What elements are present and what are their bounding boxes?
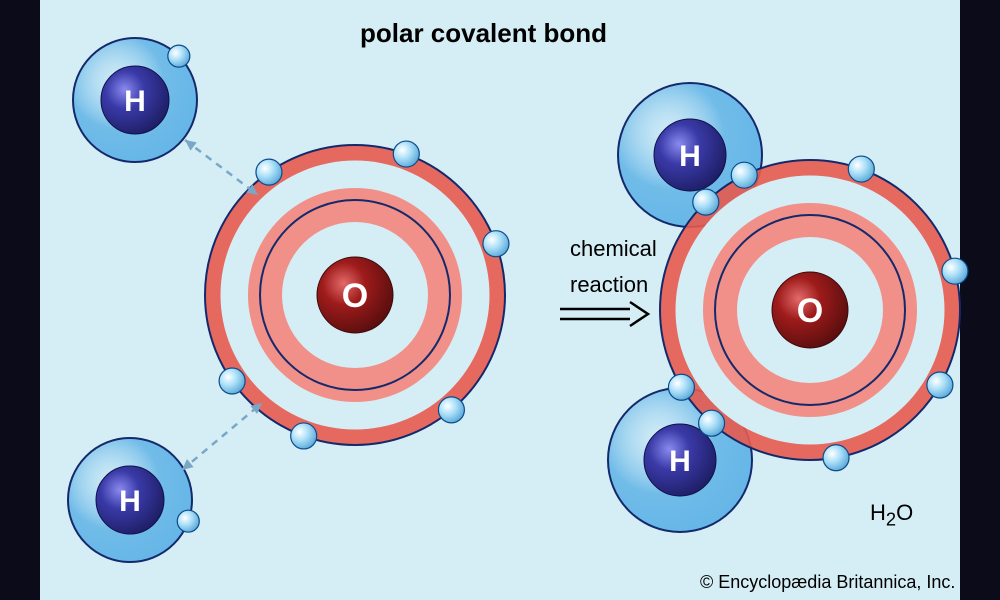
right-oxygen-electron-3	[927, 372, 953, 398]
left-h-bottom-electron	[177, 510, 199, 532]
bond-pair-0-0	[731, 162, 757, 188]
right-h-bottom-label: H	[669, 445, 691, 478]
left-h-top-electron	[168, 45, 190, 67]
dash-arrow-1	[182, 403, 262, 470]
diagram-title: polar covalent bond	[360, 18, 607, 49]
right-h-top-label: H	[679, 140, 701, 173]
reaction-label-1: chemical	[570, 236, 657, 262]
bond-pair-1-1	[699, 410, 725, 436]
reaction-label-2: reaction	[570, 272, 648, 298]
right-oxygen-electron-1	[848, 156, 874, 182]
left-oxygen-electron-3	[219, 368, 245, 394]
left-oxygen-label: O	[342, 277, 368, 315]
bond-pair-1-0	[668, 374, 694, 400]
left-oxygen-electron-5	[438, 397, 464, 423]
right-oxygen-electron-0	[942, 258, 968, 284]
copyright-text: © Encyclopædia Britannica, Inc.	[700, 572, 955, 593]
right-oxygen-electron-2	[823, 445, 849, 471]
left-oxygen-electron-1	[393, 141, 419, 167]
left-h-bottom-label: H	[119, 485, 141, 518]
left-oxygen-electron-2	[256, 159, 282, 185]
diagram-svg: O H H H H O	[0, 0, 1000, 600]
dash-arrow-0	[185, 140, 258, 195]
bond-pair-0-1	[693, 189, 719, 215]
left-oxygen-electron-4	[291, 423, 317, 449]
left-oxygen-electron-0	[483, 231, 509, 257]
h2o-formula: H2O	[870, 500, 913, 530]
right-oxygen-label: O	[797, 292, 823, 330]
diagram-stage: O H H H H Opolar covalent bond chemical reactio…	[0, 0, 1000, 600]
left-h-top-label: H	[124, 85, 146, 118]
